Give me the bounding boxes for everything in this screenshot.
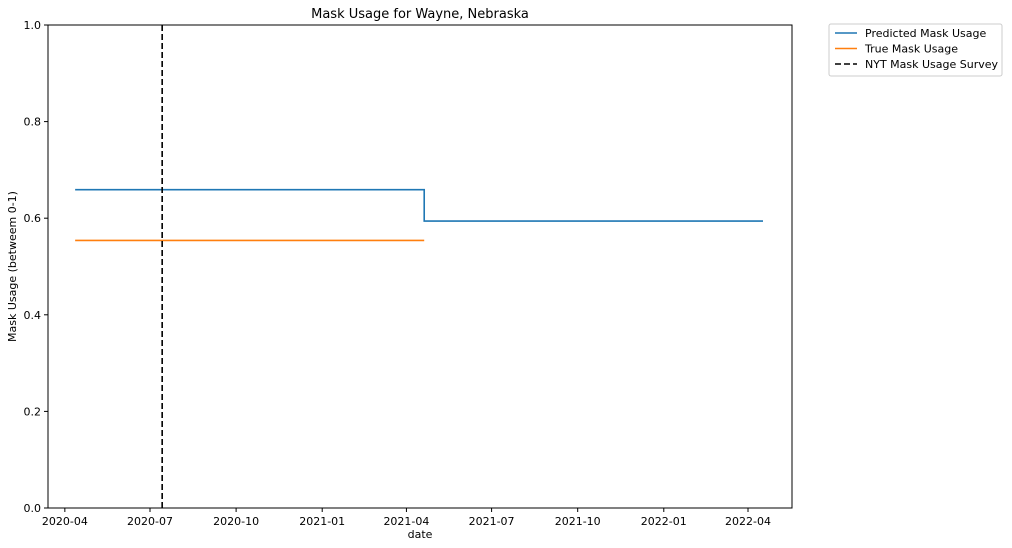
x-tick-label: 2020-04: [42, 515, 88, 528]
x-tick-label: 2021-04: [383, 515, 429, 528]
x-tick-label: 2021-07: [469, 515, 515, 528]
y-tick-label: 0.0: [24, 502, 42, 515]
legend-entry-label: True Mask Usage: [864, 43, 958, 56]
x-tick-label: 2022-01: [641, 515, 687, 528]
x-tick-label: 2022-04: [725, 515, 771, 528]
y-tick-label: 0.6: [24, 212, 42, 225]
plot-frame: [47, 24, 793, 509]
series-line-0: [75, 188, 763, 222]
chart-title: Mask Usage for Wayne, Nebraska: [311, 7, 529, 22]
x-axis-label: date: [408, 528, 433, 541]
x-tick-label: 2021-01: [299, 515, 345, 528]
y-tick-label: 0.4: [24, 309, 42, 322]
y-tick-label: 1.0: [24, 19, 42, 32]
x-tick-label: 2021-10: [555, 515, 601, 528]
legend-box: [828, 23, 1003, 77]
legend-entry-label: Predicted Mask Usage: [865, 27, 986, 40]
legend: Predicted Mask Usage True Mask Usage NYT M…: [828, 23, 1003, 77]
x-tick-label: 2020-07: [127, 515, 173, 528]
y-axis-label: Mask Usage (betweem 0-1): [6, 191, 19, 342]
legend-entry-label: NYT Mask Usage Survey: [865, 58, 999, 71]
y-tick-label: 0.8: [24, 116, 42, 129]
x-tick-label: 2020-10: [213, 515, 259, 528]
y-tick-label: 0.2: [24, 405, 42, 418]
